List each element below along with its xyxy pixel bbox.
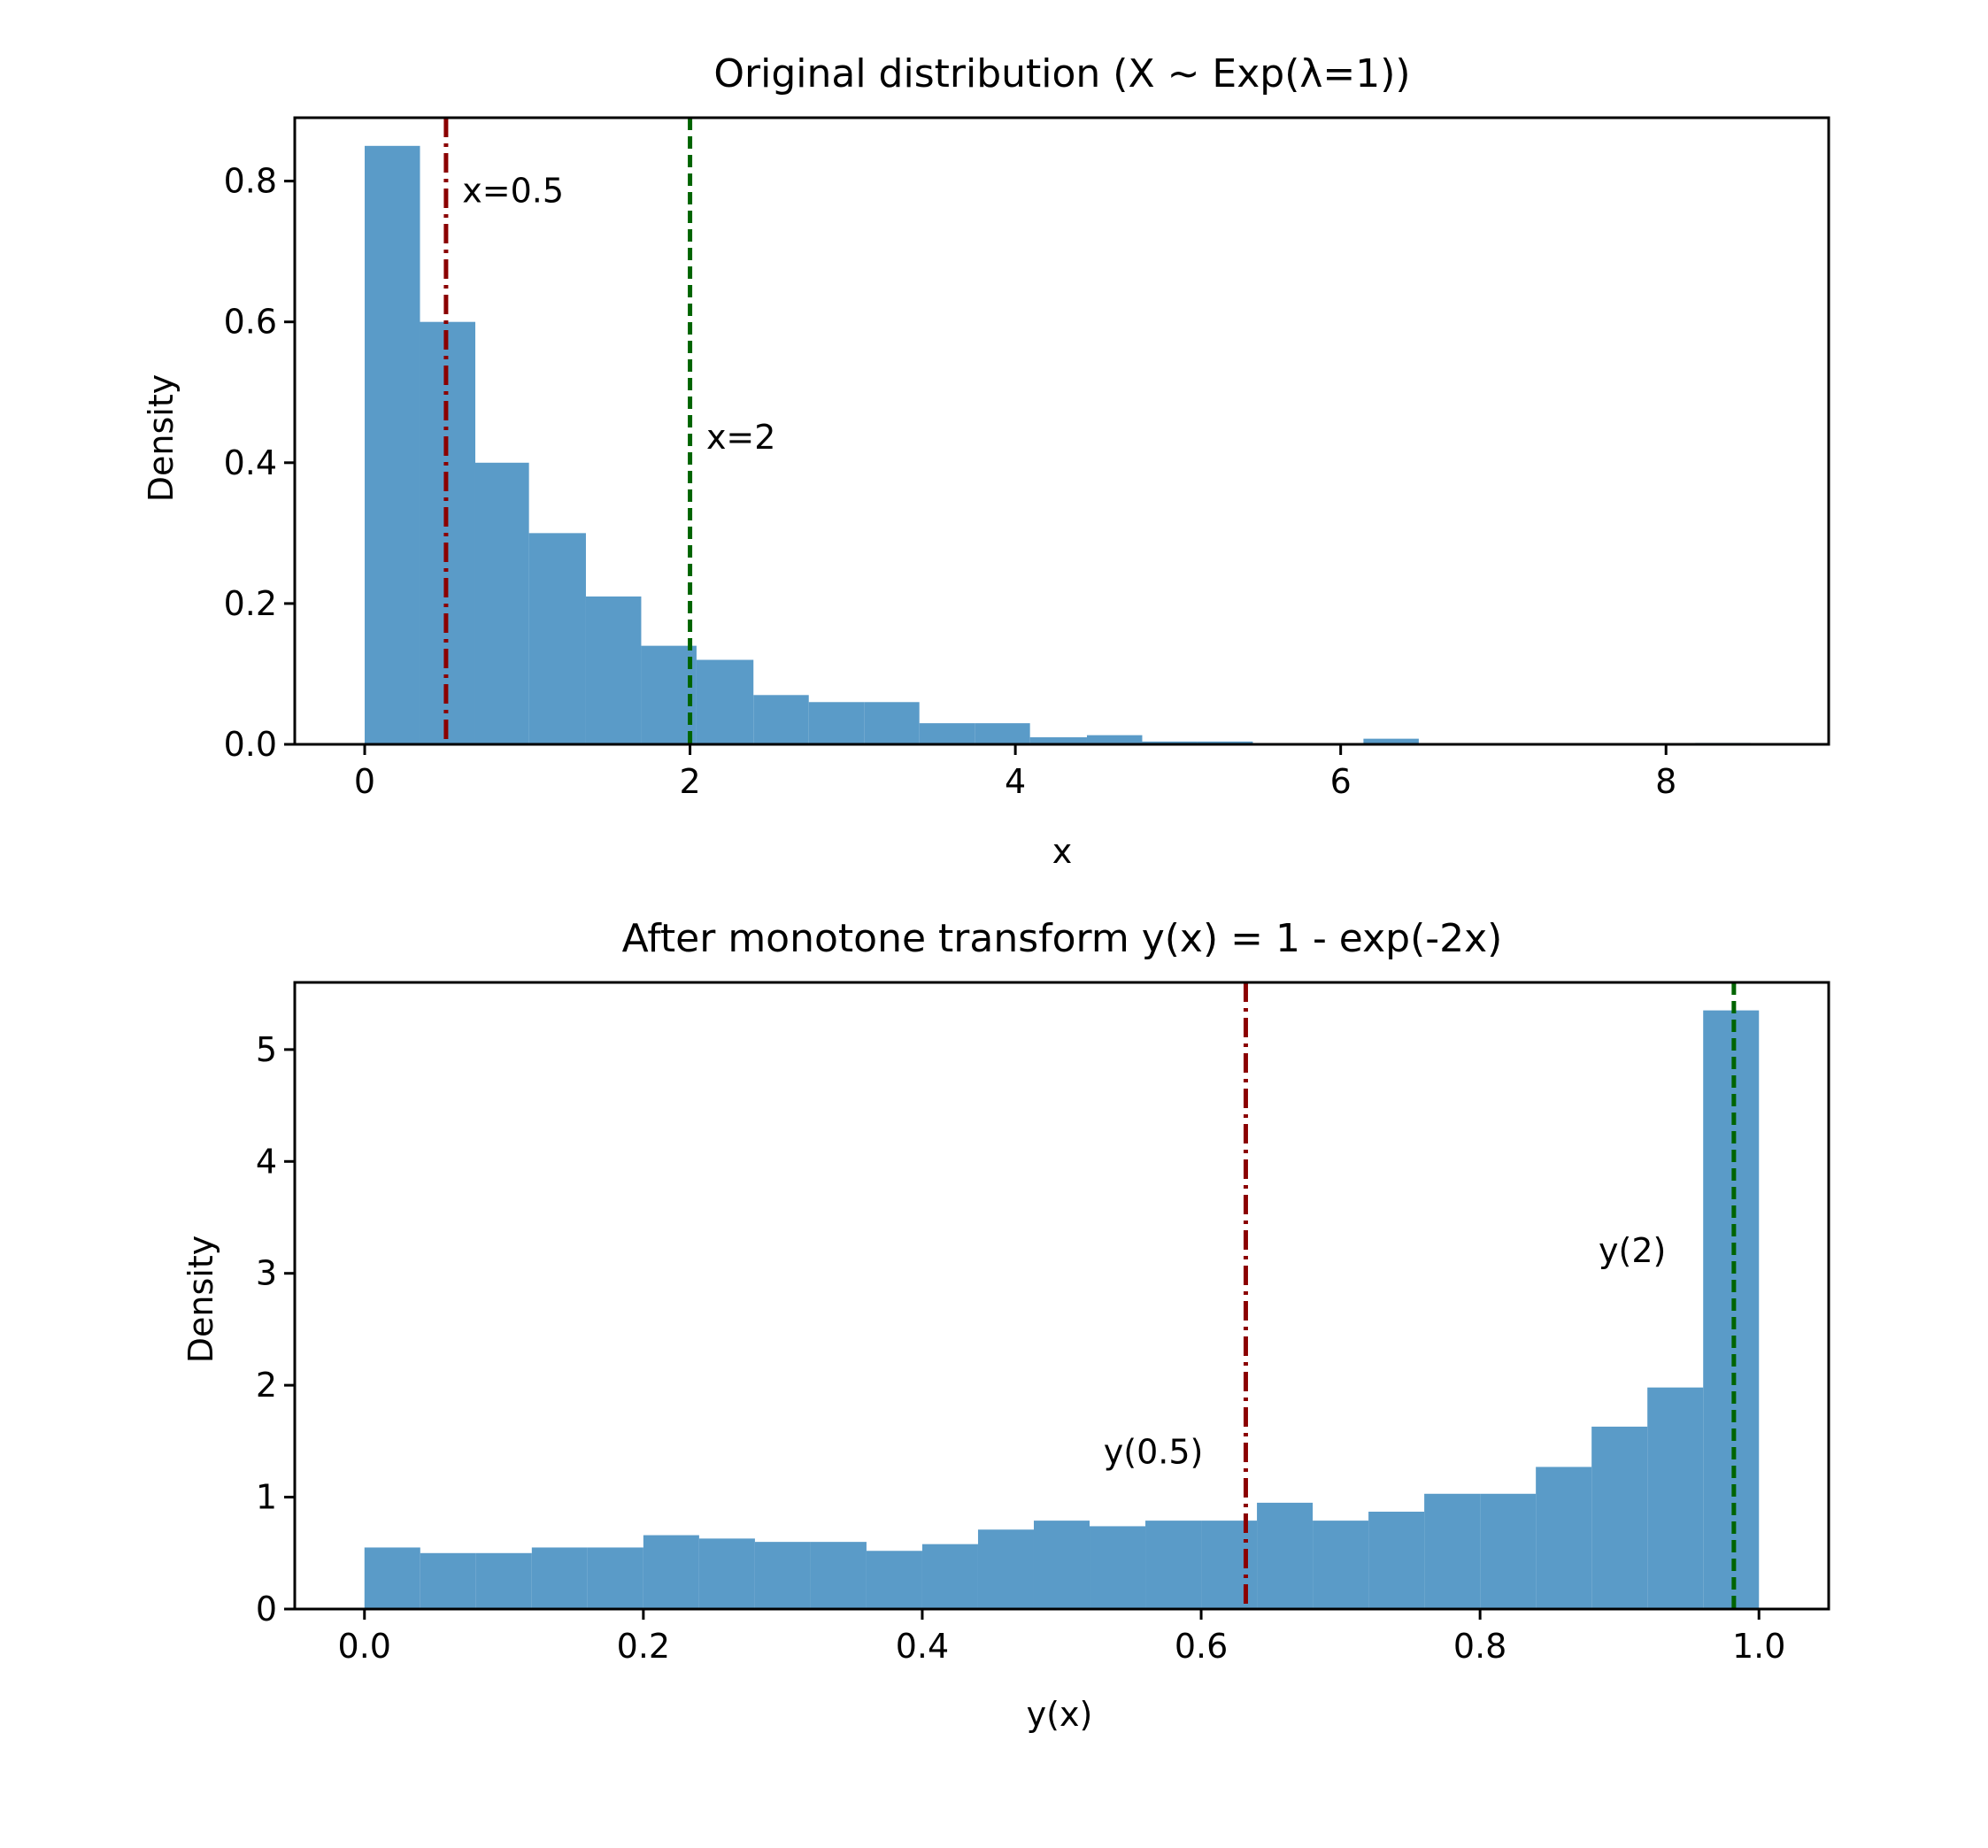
histogram-bar: [755, 1542, 811, 1609]
x-tick-label: 8: [1655, 762, 1676, 801]
histogram-bar: [532, 1547, 588, 1609]
histogram-bar: [1257, 1503, 1313, 1609]
histogram-bar: [1591, 1427, 1647, 1609]
x-tick-label: 0.2: [617, 1627, 670, 1666]
histogram-bar: [864, 702, 919, 744]
histogram-bar: [697, 660, 753, 744]
histogram-bar: [867, 1551, 922, 1609]
x-tick-label: 0.6: [1175, 1627, 1228, 1666]
x-tick-label: 1.0: [1732, 1627, 1785, 1666]
y-axis-label: Density: [142, 374, 181, 502]
histogram-bar: [475, 463, 529, 744]
histogram-bar: [975, 723, 1029, 744]
histogram-bar: [1368, 1512, 1424, 1609]
x-axis-label: y(x): [1027, 1695, 1093, 1734]
y-axis-label: Density: [181, 1236, 220, 1363]
y-tick-label: 0.8: [224, 162, 277, 201]
histogram-bar: [1034, 1521, 1090, 1609]
histogram-bar: [529, 533, 586, 744]
histogram-bar: [643, 1536, 699, 1609]
chart-title: After monotone transform y(x) = 1 - exp(…: [622, 916, 1503, 961]
chart-title: Original distribution (X ~ Exp(λ=1)): [713, 51, 1410, 96]
histogram-bar: [753, 695, 808, 744]
histogram-bar: [588, 1547, 643, 1609]
x-tick-label: 0: [354, 762, 375, 801]
histogram-bar: [365, 1547, 420, 1609]
reference-line-label: x=2: [706, 418, 776, 457]
figure: Original distribution (X ~ Exp(λ=1)) x=0…: [0, 0, 1988, 1848]
histogram-bar: [699, 1538, 755, 1609]
y-tick-label: 1: [256, 1478, 277, 1517]
histogram-bar: [1647, 1388, 1703, 1609]
y-tick-label: 0.6: [224, 303, 277, 342]
histogram-bar: [1480, 1494, 1536, 1609]
histogram-bar: [1313, 1521, 1368, 1609]
histogram-bar: [978, 1529, 1034, 1609]
y-tick-label: 4: [256, 1142, 277, 1181]
x-tick-label: 6: [1330, 762, 1352, 801]
x-tick-label: 0.8: [1453, 1627, 1506, 1666]
y-tick-label: 2: [256, 1366, 277, 1405]
reference-line-label: y(0.5): [1104, 1433, 1204, 1472]
histogram-bar: [365, 146, 420, 744]
x-tick-label: 0.0: [338, 1627, 391, 1666]
histogram-bar: [922, 1544, 978, 1609]
histogram-bar: [1536, 1467, 1591, 1609]
histogram-bar: [1145, 1521, 1201, 1609]
y-tick-label: 0.4: [224, 443, 277, 482]
y-tick-label: 5: [256, 1030, 277, 1069]
histogram-bar: [1087, 735, 1142, 744]
histogram-bar: [586, 597, 641, 744]
histogram-bar: [811, 1542, 867, 1609]
x-axis-label: x: [1052, 832, 1073, 871]
x-tick-label: 2: [679, 762, 700, 801]
y-tick-label: 0.0: [224, 725, 277, 764]
histogram-bar: [1201, 1521, 1257, 1609]
histogram-bar: [1090, 1526, 1145, 1609]
y-tick-label: 0: [256, 1590, 277, 1629]
reference-line-label: x=0.5: [462, 171, 564, 210]
histogram-bar: [809, 702, 864, 744]
histogram-bar: [1424, 1494, 1480, 1609]
histogram-bar: [476, 1553, 532, 1609]
x-tick-label: 0.4: [896, 1627, 949, 1666]
y-tick-label: 3: [256, 1254, 277, 1293]
reference-line-label: y(2): [1599, 1231, 1666, 1270]
histogram-bar: [1703, 1011, 1759, 1609]
x-tick-label: 4: [1005, 762, 1026, 801]
histogram-bar: [920, 723, 975, 744]
y-tick-label: 0.2: [224, 584, 277, 623]
histogram-bar: [420, 1553, 476, 1609]
